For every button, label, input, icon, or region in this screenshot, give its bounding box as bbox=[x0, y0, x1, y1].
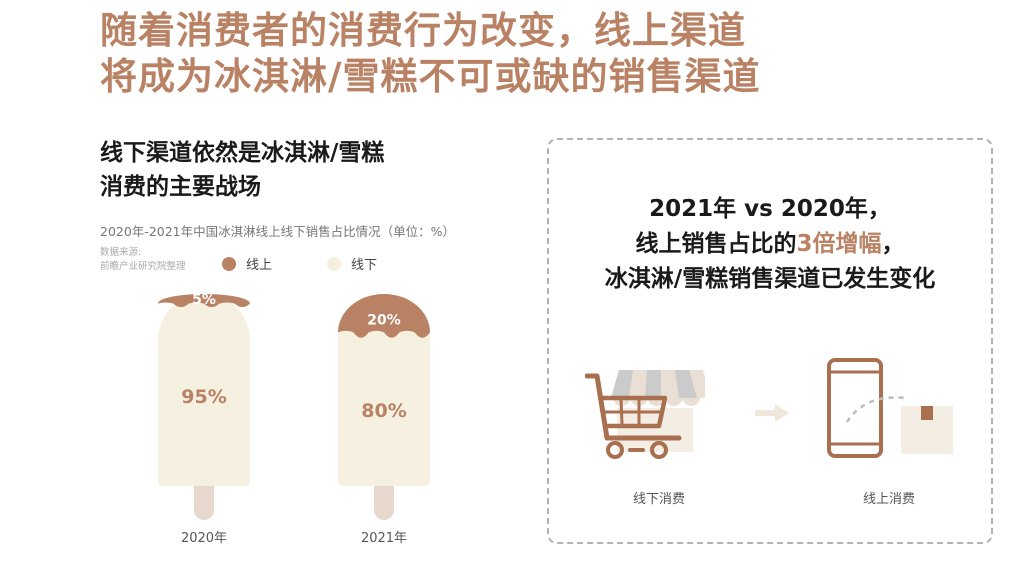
legend-offline: 线下 bbox=[327, 254, 377, 273]
title-line-2: 将成为冰淇淋/雪糕不可或缺的销售渠道 bbox=[100, 55, 761, 98]
headline-line-3: 冰淇淋/雪糕销售渠道已发生变化 bbox=[604, 266, 936, 292]
subtitle-line-1: 线下渠道依然是冰淇淋/雪糕 bbox=[100, 140, 385, 166]
page-title: 随着消费者的消费行为改变，线上渠道 将成为冰淇淋/雪糕不可或缺的销售渠道 bbox=[100, 8, 761, 100]
headline-line-2-pre: 线上销售占比的 bbox=[635, 231, 797, 257]
data-label-offline-0: 95% bbox=[181, 386, 226, 408]
title-line-1: 随着消费者的消费行为改变，线上渠道 bbox=[100, 9, 746, 52]
bar-online-0 bbox=[158, 294, 250, 308]
online-consumption-label: 线上消费 bbox=[863, 492, 916, 507]
insight-panel: 2021年 vs 2020年， 线上销售占比的3倍增幅， 冰淇淋/雪糕销售渠道已… bbox=[547, 138, 993, 544]
legend-offline-label: 线下 bbox=[351, 258, 378, 273]
headline-line-2-post: ， bbox=[881, 231, 905, 257]
category-label-0: 2020年 bbox=[181, 531, 227, 546]
bar-offline-1 bbox=[338, 294, 430, 486]
section-subtitle: 线下渠道依然是冰淇淋/雪糕 消费的主要战场 bbox=[100, 136, 384, 204]
popsicle-stick bbox=[374, 476, 394, 520]
insight-headline: 2021年 vs 2020年， 线上销售占比的3倍增幅， 冰淇淋/雪糕销售渠道已… bbox=[549, 192, 991, 297]
bar-offline-0 bbox=[158, 294, 250, 486]
bar-online-1 bbox=[338, 294, 430, 338]
data-label-online-1: 20% bbox=[367, 313, 401, 329]
smartphone-package-icon bbox=[827, 358, 953, 458]
offline-consumption-label: 线下消费 bbox=[633, 492, 686, 507]
popsicle-chart: 5% 95% 2020年 20% 80% 2021年 bbox=[158, 292, 430, 546]
source-name: 前瞻产业研究院整理 bbox=[100, 261, 186, 272]
legend-offline-swatch bbox=[327, 256, 341, 271]
source-label: 数据来源: bbox=[100, 247, 142, 258]
popsicle-stick bbox=[194, 476, 214, 520]
category-label-1: 2021年 bbox=[361, 531, 407, 546]
headline-line-2: 线上销售占比的3倍增幅， bbox=[549, 227, 991, 262]
data-source: 数据来源: 前瞻产业研究院整理 bbox=[100, 246, 186, 274]
legend-online: 线上 bbox=[222, 254, 272, 273]
chart-title: 2020年-2021年中国冰淇淋线上线下销售占比情况（单位：%） bbox=[100, 224, 456, 239]
headline-line-1: 2021年 vs 2020年， bbox=[649, 196, 891, 222]
data-label-offline-1: 80% bbox=[361, 400, 406, 422]
legend-online-swatch bbox=[222, 256, 236, 271]
headline-highlight: 3倍增幅 bbox=[796, 231, 882, 257]
arrow-right-icon bbox=[755, 404, 789, 422]
data-label-online-0: 5% bbox=[192, 292, 216, 308]
shopping-cart-storefront-icon bbox=[585, 370, 705, 459]
subtitle-line-2: 消费的主要战场 bbox=[100, 174, 261, 200]
legend-online-label: 线上 bbox=[246, 258, 273, 273]
